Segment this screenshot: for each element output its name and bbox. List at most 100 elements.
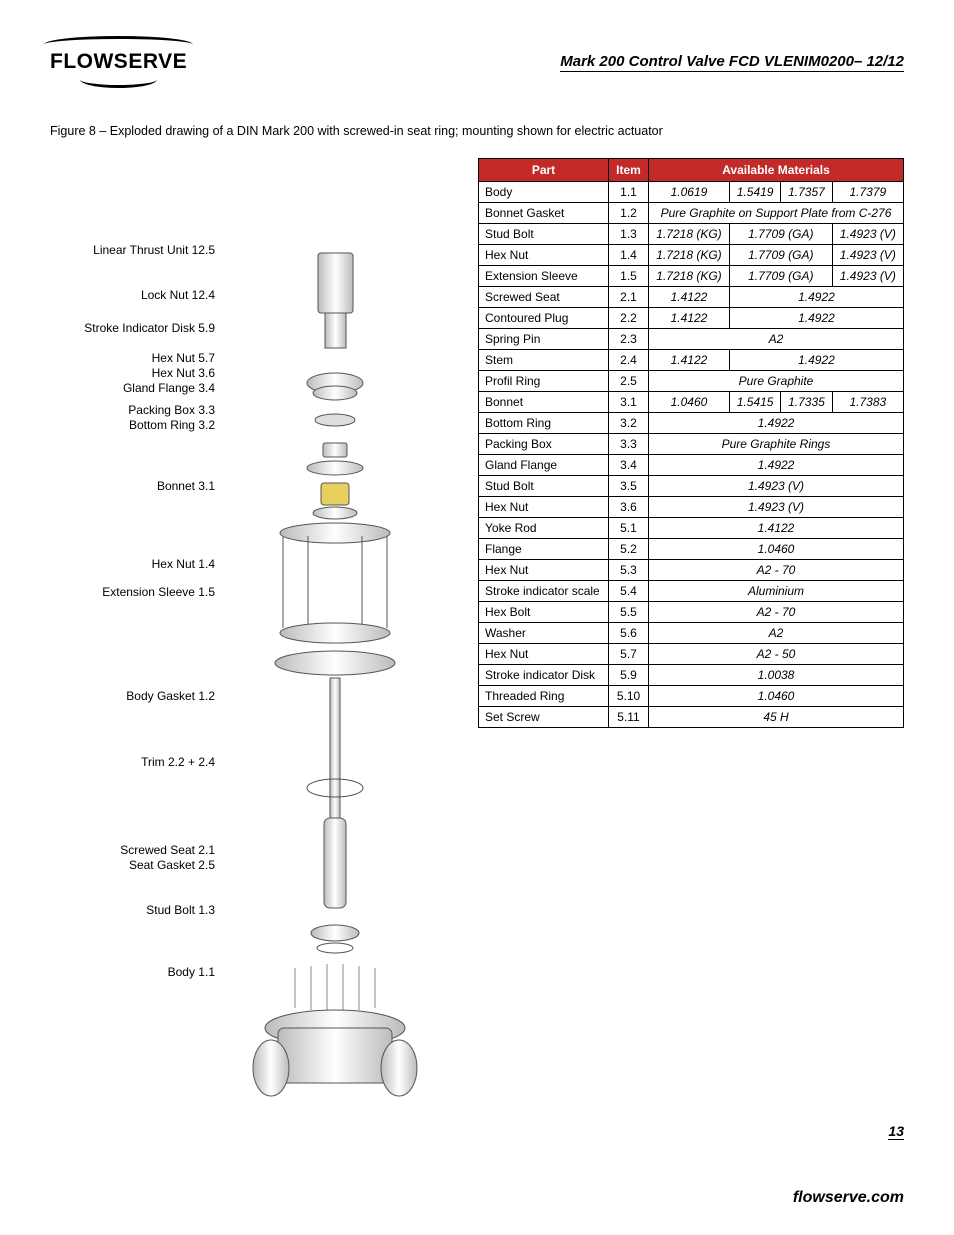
table-row: Body1.11.06191.54191.73571.7379 (479, 182, 904, 203)
cell-material: 1.4922 (729, 287, 903, 308)
col-materials: Available Materials (649, 159, 904, 182)
cell-item: 2.4 (609, 350, 649, 371)
diagram-label: Body Gasket 1.2 (126, 689, 215, 704)
cell-material: 1.7335 (781, 392, 832, 413)
table-row: Extension Sleeve1.51.7218 (KG)1.7709 (GA… (479, 266, 904, 287)
cell-material: A2 (649, 623, 904, 644)
table-row: Bonnet3.11.04601.54151.73351.7383 (479, 392, 904, 413)
cell-material: 1.4923 (V) (832, 245, 903, 266)
cell-item: 3.4 (609, 455, 649, 476)
table-row: Set Screw5.1145 H (479, 707, 904, 728)
table-row: Stud Bolt1.31.7218 (KG)1.7709 (GA)1.4923… (479, 224, 904, 245)
cell-material: A2 - 70 (649, 602, 904, 623)
cell-part: Bonnet Gasket (479, 203, 609, 224)
diagram-label: Body 1.1 (168, 965, 215, 980)
cell-part: Threaded Ring (479, 686, 609, 707)
cell-part: Yoke Rod (479, 518, 609, 539)
cell-material: 1.4922 (649, 455, 904, 476)
cell-item: 5.1 (609, 518, 649, 539)
cell-part: Bonnet (479, 392, 609, 413)
cell-item: 1.3 (609, 224, 649, 245)
table-row: Stud Bolt3.51.4923 (V) (479, 476, 904, 497)
diagram-label: Hex Nut 1.4 (152, 557, 215, 572)
cell-material: 1.7709 (GA) (729, 245, 832, 266)
page-number: 13 (888, 1123, 904, 1140)
cell-material: 1.7357 (781, 182, 832, 203)
cell-material: 45 H (649, 707, 904, 728)
cell-item: 5.10 (609, 686, 649, 707)
cell-material: 1.7709 (GA) (729, 224, 832, 245)
table-row: Washer5.6A2 (479, 623, 904, 644)
cell-part: Hex Nut (479, 644, 609, 665)
materials-table-wrap: PartItemAvailable MaterialsBody1.11.0619… (478, 158, 904, 728)
diagram-label: Linear Thrust Unit 12.5 (93, 243, 215, 258)
cell-item: 5.7 (609, 644, 649, 665)
table-row: Yoke Rod5.11.4122 (479, 518, 904, 539)
cell-material: 1.7218 (KG) (649, 224, 730, 245)
table-row: Profil Ring2.5Pure Graphite (479, 371, 904, 392)
cell-material: 1.0460 (649, 686, 904, 707)
cell-material: 1.7218 (KG) (649, 266, 730, 287)
diagram-column: Linear Thrust Unit 12.5Lock Nut 12.4Stro… (50, 158, 448, 1138)
cell-item: 1.4 (609, 245, 649, 266)
table-row: Bonnet Gasket1.2Pure Graphite on Support… (479, 203, 904, 224)
cell-item: 1.1 (609, 182, 649, 203)
table-row: Hex Nut3.61.4923 (V) (479, 497, 904, 518)
cell-part: Body (479, 182, 609, 203)
cell-material: 1.4923 (V) (649, 476, 904, 497)
cell-material: 1.7218 (KG) (649, 245, 730, 266)
table-row: Stem2.41.41221.4922 (479, 350, 904, 371)
footer-url: flowserve.com (793, 1189, 904, 1207)
cell-part: Profil Ring (479, 371, 609, 392)
cell-material: 1.4923 (V) (832, 224, 903, 245)
cell-part: Hex Nut (479, 560, 609, 581)
table-row: Packing Box3.3Pure Graphite Rings (479, 434, 904, 455)
cell-material: Pure Graphite Rings (649, 434, 904, 455)
cell-item: 1.2 (609, 203, 649, 224)
table-row: Hex Nut5.7A2 - 50 (479, 644, 904, 665)
cell-item: 5.11 (609, 707, 649, 728)
cell-material: 1.5415 (729, 392, 780, 413)
cell-item: 5.4 (609, 581, 649, 602)
cell-part: Spring Pin (479, 329, 609, 350)
cell-item: 5.2 (609, 539, 649, 560)
cell-material: 1.0460 (649, 539, 904, 560)
table-row: Threaded Ring5.101.0460 (479, 686, 904, 707)
cell-material: 1.0460 (649, 392, 730, 413)
cell-part: Extension Sleeve (479, 266, 609, 287)
cell-part: Stud Bolt (479, 224, 609, 245)
cell-item: 1.5 (609, 266, 649, 287)
cell-material: A2 (649, 329, 904, 350)
cell-item: 3.2 (609, 413, 649, 434)
cell-material: A2 - 50 (649, 644, 904, 665)
diagram-labels: Linear Thrust Unit 12.5Lock Nut 12.4Stro… (50, 158, 215, 1138)
cell-material: 1.7379 (832, 182, 903, 203)
cell-item: 5.3 (609, 560, 649, 581)
cell-part: Contoured Plug (479, 308, 609, 329)
content-row: Linear Thrust Unit 12.5Lock Nut 12.4Stro… (50, 158, 904, 1138)
table-row: Hex Bolt5.5A2 - 70 (479, 602, 904, 623)
cell-material: 1.7709 (GA) (729, 266, 832, 287)
table-row: Hex Nut5.3A2 - 70 (479, 560, 904, 581)
diagram-label: Packing Box 3.3Bottom Ring 3.2 (128, 403, 215, 433)
col-item: Item (609, 159, 649, 182)
table-row: Flange5.21.0460 (479, 539, 904, 560)
cell-material: 1.4122 (649, 350, 730, 371)
cell-material: 1.4122 (649, 287, 730, 308)
table-row: Gland Flange3.41.4922 (479, 455, 904, 476)
brand-logo: FLOWSERVE (50, 40, 187, 84)
cell-material: 1.7383 (832, 392, 903, 413)
table-row: Stroke indicator Disk5.91.0038 (479, 665, 904, 686)
cell-item: 2.3 (609, 329, 649, 350)
col-part: Part (479, 159, 609, 182)
cell-item: 3.1 (609, 392, 649, 413)
page-header: FLOWSERVE Mark 200 Control Valve FCD VLE… (50, 40, 904, 84)
cell-part: Hex Nut (479, 245, 609, 266)
diagram-label: Hex Nut 5.7Hex Nut 3.6Gland Flange 3.4 (123, 351, 215, 396)
diagram-label: Stud Bolt 1.3 (146, 903, 215, 918)
cell-item: 3.5 (609, 476, 649, 497)
cell-part: Stroke indicator Disk (479, 665, 609, 686)
cell-material: 1.4922 (729, 308, 903, 329)
cell-part: Set Screw (479, 707, 609, 728)
cell-item: 2.1 (609, 287, 649, 308)
